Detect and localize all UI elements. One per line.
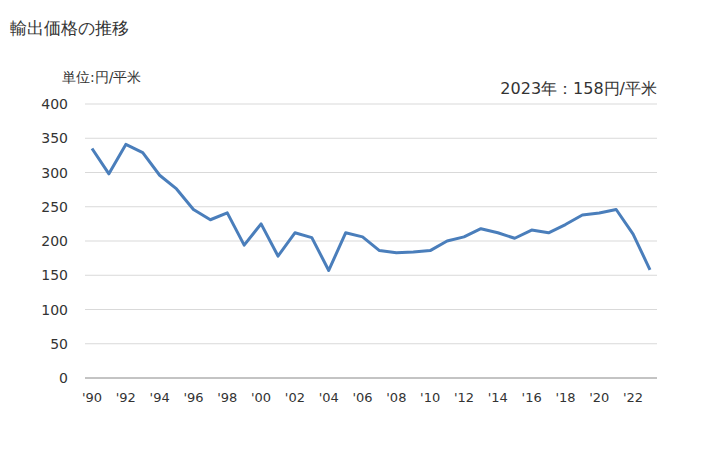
grid-line	[85, 275, 657, 276]
x-tick-label: '00	[251, 390, 271, 405]
y-tick-label: 300	[41, 165, 68, 181]
grid-line	[85, 104, 657, 105]
x-tick-label: '92	[116, 390, 136, 405]
x-tick-label: '12	[454, 390, 474, 405]
x-tick-label: '04	[319, 390, 339, 405]
y-tick-label: 250	[41, 199, 68, 215]
plot-area	[92, 144, 650, 270]
y-tick-label: 0	[59, 370, 68, 386]
y-tick-label: 100	[41, 302, 68, 318]
x-tick-label: '14	[488, 390, 508, 405]
x-tick-label: '22	[623, 390, 643, 405]
grid-line	[85, 138, 657, 139]
grid-line	[85, 206, 657, 207]
y-tick-label: 350	[41, 130, 68, 146]
x-tick-label: '98	[217, 390, 237, 405]
grid-line	[85, 241, 657, 242]
x-tick-label: '08	[386, 390, 406, 405]
y-tick-label: 50	[50, 336, 68, 352]
grid-line	[85, 172, 657, 173]
chart: 輸出価格の推移単位:円/平米 2023年：158円/平米 0 50 100 150 200 2…	[0, 0, 728, 450]
annotation: 2023年：158円/平米	[500, 79, 657, 98]
line-series	[92, 144, 650, 270]
x-tick-label: '18	[555, 390, 575, 405]
x-tick-label: '96	[183, 390, 203, 405]
x-tick-label: '06	[352, 390, 372, 405]
y-tick-label: 400	[41, 96, 68, 112]
x-tick-label: '16	[522, 390, 542, 405]
x-tick-label: '90	[82, 390, 102, 405]
x-tick-label: '20	[589, 390, 609, 405]
y-tick-label: 200	[41, 233, 68, 249]
y-tick-label: 150	[41, 267, 68, 283]
x-axis-line	[85, 378, 657, 379]
x-tick-label: '10	[420, 390, 440, 405]
y-axis-label: 単位:円/平米	[62, 69, 141, 85]
grid-line	[85, 343, 657, 344]
grid-line	[85, 309, 657, 310]
x-tick-label: '02	[285, 390, 305, 405]
title: 輸出価格の推移	[10, 18, 129, 38]
x-tick-label: '94	[150, 390, 170, 405]
